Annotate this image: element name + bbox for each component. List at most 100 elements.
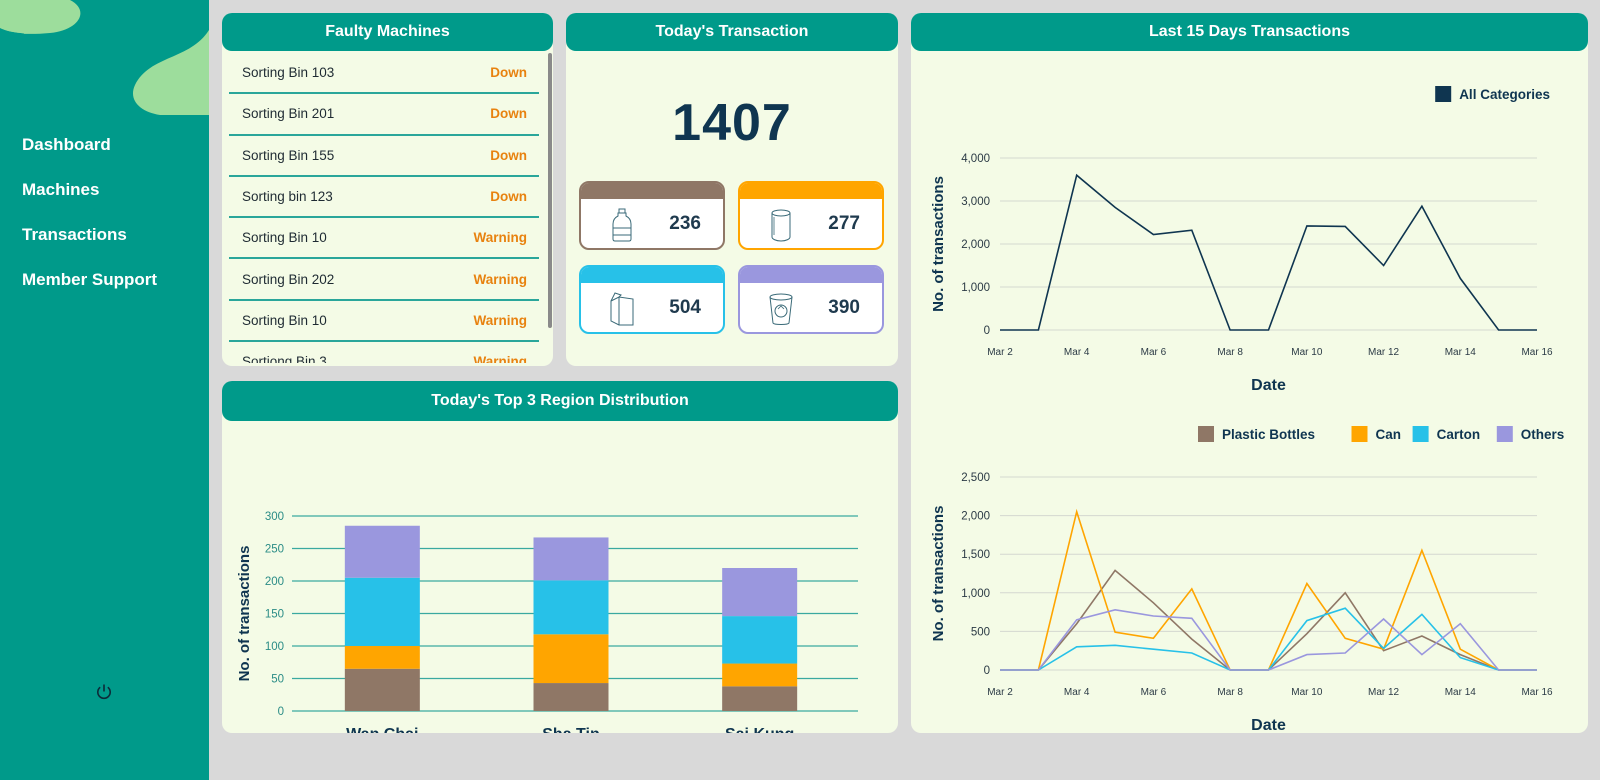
y-axis-label: No. of transactions bbox=[930, 176, 947, 312]
y-tick-label: 2,500 bbox=[961, 472, 990, 484]
legend-swatch bbox=[1198, 426, 1214, 442]
power-icon[interactable] bbox=[94, 682, 114, 702]
x-axis-label: Date bbox=[1251, 717, 1286, 733]
bar-segment-carton bbox=[533, 580, 609, 635]
status-badge: Down bbox=[490, 189, 527, 205]
last-15-days-title: Last 15 Days Transactions bbox=[911, 13, 1588, 51]
sidebar: Dashboard Machines Transactions Member S… bbox=[0, 0, 209, 780]
y-tick-label: 150 bbox=[265, 609, 284, 621]
tile-strip bbox=[740, 267, 882, 283]
list-item[interactable]: Sorting Bin 155 Down bbox=[229, 136, 539, 177]
status-badge: Down bbox=[490, 106, 527, 122]
bar-segment-others bbox=[722, 568, 798, 617]
tile-strip bbox=[581, 267, 723, 283]
can-count: 277 bbox=[828, 213, 860, 234]
y-tick-label: 4,000 bbox=[961, 153, 990, 165]
legend-swatch bbox=[1412, 426, 1429, 442]
machine-name: Sorting bin 123 bbox=[242, 189, 333, 205]
list-item[interactable]: Sorting Bin 10 Warning bbox=[229, 301, 539, 343]
bar-segment-carton bbox=[722, 616, 798, 664]
y-tick-label: 0 bbox=[984, 325, 990, 337]
machine-name: Sorting Bin 10 bbox=[242, 230, 327, 246]
others-cup-icon bbox=[769, 293, 793, 325]
legend-label: All Categories bbox=[1459, 87, 1550, 102]
x-tick-label: Mar 16 bbox=[1521, 687, 1553, 698]
status-badge: Warning bbox=[473, 312, 528, 328]
status-badge: Down bbox=[490, 65, 527, 81]
machine-name: Sorting Bin 201 bbox=[242, 106, 335, 122]
categories-line-chart: 0 500 1,000 1,500 2,000 2,500 Mar 2 Mar 4 Mar 6 M… bbox=[930, 426, 1564, 733]
status-badge: Warning bbox=[473, 354, 528, 363]
machine-name: Sorting Bin 155 bbox=[242, 147, 335, 163]
x-tick-label: Mar 10 bbox=[1291, 687, 1323, 698]
machine-name: Sortiong Bin 3 bbox=[242, 354, 327, 363]
carton-icon bbox=[610, 292, 634, 326]
bar-segment-others bbox=[344, 525, 420, 578]
last-15-days-card: Last 15 Days Transactions 0 1,000 2,000 3,0… bbox=[911, 13, 1588, 733]
x-tick-label: Mar 8 bbox=[1217, 687, 1243, 698]
list-item[interactable]: Sorting Bin 10 Warning bbox=[229, 218, 539, 260]
y-tick-label: 2,000 bbox=[961, 239, 990, 251]
x-category-label: Sai Kung bbox=[725, 726, 794, 733]
status-badge: Warning bbox=[473, 230, 528, 246]
legend-label: Plastic Bottles bbox=[1222, 427, 1315, 442]
list-item[interactable]: Sorting bin 123 Down bbox=[229, 177, 539, 219]
x-tick-label: Mar 10 bbox=[1291, 347, 1323, 358]
list-item[interactable]: Sorting Bin 202 Warning bbox=[229, 259, 539, 301]
region-distribution-title: Today's Top 3 Region Distribution bbox=[222, 381, 898, 421]
can-icon bbox=[771, 209, 791, 242]
legend-swatch bbox=[1435, 86, 1452, 102]
bar-segment-others bbox=[533, 537, 609, 581]
nav-member-support[interactable]: Member Support bbox=[22, 270, 158, 289]
y-tick-label: 0 bbox=[984, 665, 990, 677]
x-axis-label: Date bbox=[1251, 377, 1286, 393]
machine-name: Sorting Bin 202 bbox=[242, 271, 335, 287]
total-transactions: 1407 bbox=[672, 94, 792, 152]
y-tick-label: 300 bbox=[265, 511, 284, 523]
y-tick-label: 50 bbox=[271, 674, 284, 686]
plastic-bottle-icon bbox=[612, 208, 632, 242]
x-tick-label: Mar 12 bbox=[1368, 347, 1400, 358]
bar-segment-plastic-bottles bbox=[533, 683, 609, 711]
legend-label: Can bbox=[1376, 427, 1402, 442]
y-tick-label: 0 bbox=[278, 706, 284, 718]
list-item[interactable]: Sorting Bin 103 Down bbox=[229, 53, 539, 95]
y-tick-label: 200 bbox=[265, 576, 284, 588]
x-tick-label: Mar 2 bbox=[987, 347, 1013, 358]
y-tick-label: 1,000 bbox=[961, 282, 990, 294]
others-tile: 390 bbox=[738, 265, 884, 334]
bar-segment-carton bbox=[344, 577, 420, 646]
machine-name: Sorting Bin 103 bbox=[242, 65, 335, 81]
plastic-bottles-count: 236 bbox=[669, 213, 701, 234]
faulty-machines-title: Faulty Machines bbox=[222, 13, 553, 51]
list-item[interactable]: Sortiong Bin 3 Warning bbox=[229, 342, 539, 363]
faulty-machines-card: Faulty Machines Sorting Bin 103 Down Sort… bbox=[222, 13, 553, 366]
x-tick-label: Mar 14 bbox=[1445, 347, 1477, 358]
region-distribution-card: Today's Top 3 Region Distribution 0 50 100… bbox=[222, 381, 898, 733]
legend-swatch bbox=[1496, 426, 1513, 442]
bar-segment-plastic-bottles bbox=[722, 686, 798, 711]
faulty-machines-list[interactable]: Sorting Bin 103 Down Sorting Bin 201 Down … bbox=[229, 53, 539, 363]
x-tick-label: Mar 4 bbox=[1064, 347, 1090, 358]
status-badge: Down bbox=[490, 147, 527, 163]
tile-strip bbox=[581, 183, 723, 199]
bar-segment-can bbox=[722, 663, 798, 687]
series-line-plastic-bottles bbox=[1000, 569, 1537, 671]
nav-transactions[interactable]: Transactions bbox=[22, 225, 127, 244]
nav-machines[interactable]: Machines bbox=[22, 180, 100, 199]
list-item[interactable]: Sorting Bin 201 Down bbox=[229, 94, 539, 136]
status-badge: Warning bbox=[473, 271, 528, 287]
x-category-label: Wan Chai bbox=[346, 726, 418, 733]
todays-transaction-card: Today's Transaction 1407 236 277 504 bbox=[566, 13, 898, 366]
y-tick-label: 100 bbox=[265, 641, 284, 653]
x-tick-label: Mar 8 bbox=[1217, 347, 1243, 358]
legend-swatch bbox=[1351, 426, 1368, 442]
scrollbar[interactable] bbox=[548, 53, 552, 328]
y-tick-label: 1,000 bbox=[961, 588, 990, 600]
nav-dashboard[interactable]: Dashboard bbox=[22, 135, 111, 154]
y-axis-label: No. of transactions bbox=[236, 546, 253, 682]
series-line-others bbox=[1000, 608, 1537, 671]
carton-count: 504 bbox=[669, 297, 701, 318]
x-tick-label: Mar 12 bbox=[1368, 687, 1400, 698]
x-category-label: Sha Tin bbox=[542, 726, 600, 733]
